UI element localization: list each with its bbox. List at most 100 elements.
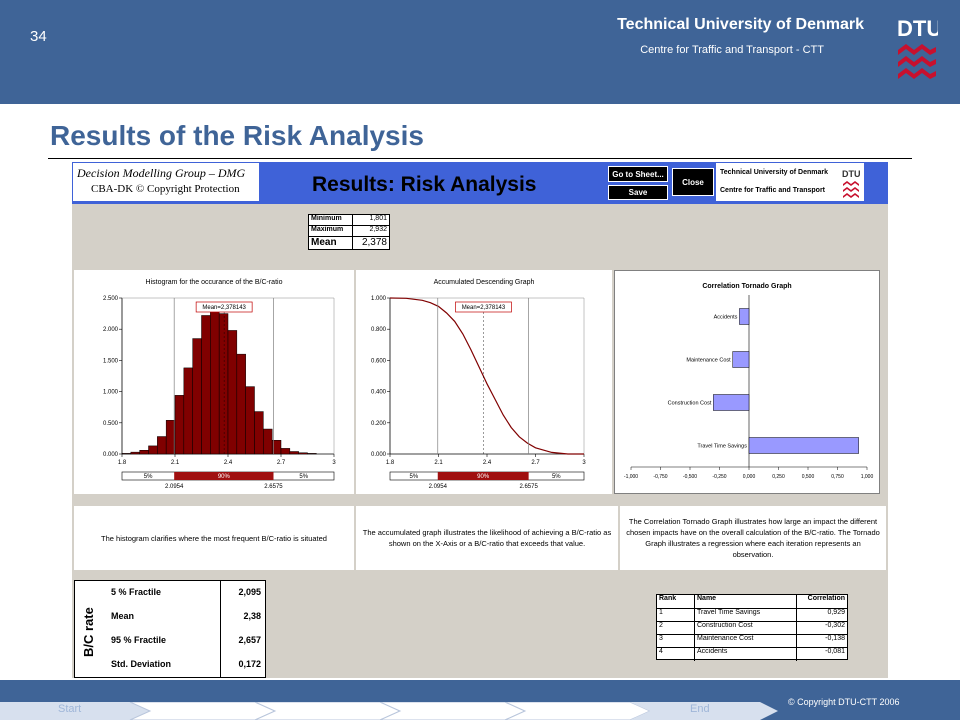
rank-table: Rank Name Correlation 1 Travel Time Savi… xyxy=(656,594,848,660)
fractile-value: 2,38 xyxy=(243,611,261,621)
stats-label: Minimum xyxy=(309,215,353,225)
x-tick-label: 2.4 xyxy=(224,460,233,466)
accumulated-description: The accumulated graph illustrates the li… xyxy=(356,506,618,570)
mean-label: Mean=2,378143 xyxy=(462,305,506,311)
save-button[interactable]: Save xyxy=(608,185,668,200)
histogram-bar xyxy=(299,453,308,454)
stats-value: 2,932 xyxy=(353,226,389,236)
accumulated-panel: Accumulated Descending Graph 0.000 0.200 0… xyxy=(356,270,612,494)
app-dtu-centre: Centre for Traffic and Transport xyxy=(720,187,825,194)
histogram-bar xyxy=(131,452,140,454)
name-header: Name xyxy=(695,595,797,608)
tornado-category-label: Maintenance Cost xyxy=(686,358,731,364)
stats-row-minimum: Minimum 1,801 xyxy=(309,215,389,226)
percent-left: 5% xyxy=(410,474,419,480)
histogram-bar xyxy=(202,315,211,454)
university-name: Technical University of Denmark xyxy=(617,16,864,34)
x-tick-label: 0,500 xyxy=(802,474,815,480)
x-tick-label: 1,000 xyxy=(861,474,874,480)
x-tick-label: 3 xyxy=(332,460,336,466)
histogram-chart: 0.0000.5001.0001.5002.0002.5001.8 2.1 2.4 2… xyxy=(74,270,354,494)
close-button[interactable]: Close xyxy=(672,168,714,196)
histogram-bar xyxy=(228,330,237,454)
rank-table-header: Rank Name Correlation xyxy=(657,595,847,609)
mean-label: Mean=2,378143 xyxy=(202,305,246,311)
x-tick-label: -0,750 xyxy=(653,474,667,480)
percent-right: 5% xyxy=(552,474,561,480)
histogram-bar xyxy=(184,368,193,454)
x-tick-label: 1.8 xyxy=(386,460,395,466)
histogram-bar xyxy=(140,450,149,454)
tornado-bar xyxy=(739,309,749,325)
navigation-arrows xyxy=(0,702,780,720)
x-tick-label: 1.8 xyxy=(118,460,127,466)
tornado-category-label: Travel Time Savings xyxy=(697,444,747,450)
fractile-divider xyxy=(220,605,221,629)
y-tick-label: 0.500 xyxy=(103,421,119,427)
percent-middle: 90% xyxy=(477,474,490,480)
fractile-label: Std. Deviation xyxy=(111,659,171,669)
y-tick-label: 2.000 xyxy=(103,327,119,333)
go-to-sheet-button[interactable]: Go to Sheet... xyxy=(608,166,668,182)
app-toolbar: Decision Modelling Group – DMG CBA-DK © … xyxy=(72,162,888,204)
fractile-row: 5 % Fractile 2,095 xyxy=(105,581,265,605)
x-tick-label: 2.7 xyxy=(531,460,540,466)
dmg-copyright: CBA-DK © Copyright Protection xyxy=(91,183,240,195)
stats-label: Maximum xyxy=(309,226,353,236)
fractile-row: 95 % Fractile 2,657 xyxy=(105,629,265,653)
nav-end-link[interactable]: End xyxy=(690,703,710,715)
percent-right: 5% xyxy=(299,474,308,480)
fractile-label: 95 % Fractile xyxy=(111,635,166,645)
table-row: 4 Accidents -0,081 xyxy=(657,648,847,661)
nav-segment xyxy=(505,702,650,720)
fractile-right-value: 2.6575 xyxy=(264,484,283,490)
histogram-bar xyxy=(255,412,264,454)
histogram-bar xyxy=(210,306,219,454)
histogram-description: The histogram clarifies where the most f… xyxy=(74,506,354,570)
rank-header: Rank xyxy=(657,595,695,608)
name-cell: Accidents xyxy=(695,648,797,661)
bc-rate-label: B/C rate xyxy=(81,607,96,657)
x-tick-label: 0,000 xyxy=(743,474,756,480)
percent-middle: 90% xyxy=(218,474,231,480)
correlation-cell: -0,138 xyxy=(797,635,847,647)
histogram-bar xyxy=(281,448,290,454)
y-tick-label: 1.500 xyxy=(103,358,119,364)
app-title: Results: Risk Analysis xyxy=(312,173,536,197)
name-cell: Construction Cost xyxy=(695,622,797,634)
x-tick-label: -1,000 xyxy=(624,474,638,480)
x-tick-label: 3 xyxy=(582,460,586,466)
svg-text:DTU: DTU xyxy=(897,16,938,41)
nav-segment xyxy=(380,702,525,720)
y-tick-label: 0.600 xyxy=(371,358,387,364)
tornado-chart: -1,000 -0,750 -0,500 -0,250 0,000 0,250 0,500 0… xyxy=(615,271,881,495)
nav-start-link[interactable]: Start xyxy=(58,703,81,715)
table-row: 1 Travel Time Savings 0,929 xyxy=(657,609,847,622)
name-cell: Travel Time Savings xyxy=(695,609,797,621)
rank-cell: 2 xyxy=(657,622,695,634)
app-dtu-university: Technical University of Denmark xyxy=(720,169,828,176)
histogram-bar xyxy=(157,437,166,454)
rank-cell: 1 xyxy=(657,609,695,621)
tornado-description: The Correlation Tornado Graph illustrate… xyxy=(620,506,886,570)
x-tick-label: 2.1 xyxy=(434,460,443,466)
fractile-right-value: 2.6575 xyxy=(519,484,538,490)
histogram-bar xyxy=(237,354,246,454)
risk-analysis-app: Decision Modelling Group – DMG CBA-DK © … xyxy=(72,162,888,678)
name-cell: Maintenance Cost xyxy=(695,635,797,647)
histogram-bar xyxy=(308,453,317,454)
percent-left: 5% xyxy=(144,474,153,480)
y-tick-label: 0.000 xyxy=(103,452,119,458)
cumulative-line xyxy=(390,298,584,454)
stats-label: Mean xyxy=(309,237,353,249)
histogram-bar xyxy=(149,446,158,454)
app-dtu-logo: DTU xyxy=(842,167,860,199)
accumulated-chart: 0.0000.2000.4000.6000.8001.0001.8 2.1 2.4 2… xyxy=(356,270,612,494)
fractile-divider xyxy=(220,581,221,605)
correlation-cell: -0,081 xyxy=(797,648,847,661)
app-dtu-box: Technical University of Denmark Centre f… xyxy=(716,163,864,201)
y-tick-label: 2.500 xyxy=(103,296,119,302)
histogram-bar xyxy=(246,387,255,454)
tornado-bar xyxy=(713,395,749,411)
tornado-bar xyxy=(749,438,859,454)
